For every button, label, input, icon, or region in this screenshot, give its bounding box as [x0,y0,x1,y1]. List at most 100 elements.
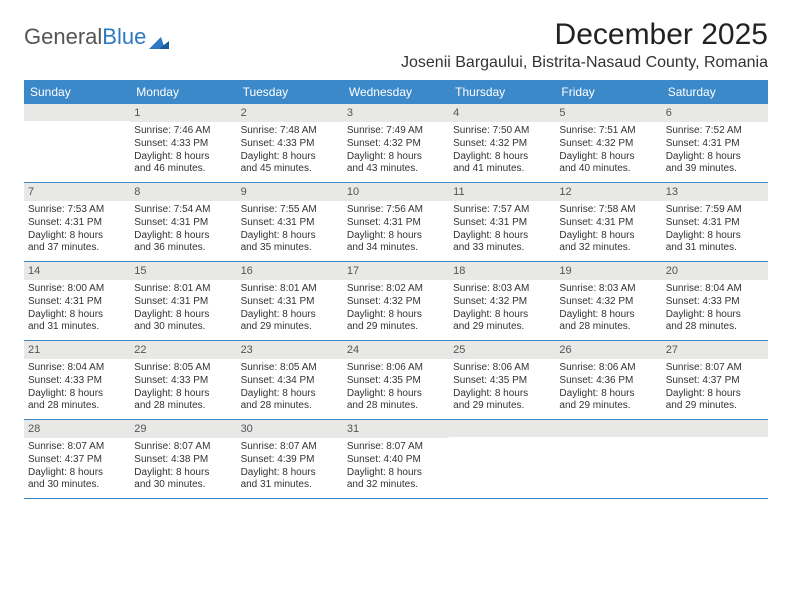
sunset-text: Sunset: 4:33 PM [134,375,232,388]
day-cell: 29Sunrise: 8:07 AMSunset: 4:38 PMDayligh… [130,420,236,498]
day-number: 29 [130,420,236,438]
sunrise-text: Sunrise: 8:01 AM [134,283,232,296]
weekday-header: Friday [555,80,661,104]
dl2-text: and 28 minutes. [241,400,339,413]
day-number: 9 [237,183,343,201]
sunset-text: Sunset: 4:39 PM [241,454,339,467]
dl2-text: and 28 minutes. [134,400,232,413]
week-row: 28Sunrise: 8:07 AMSunset: 4:37 PMDayligh… [24,420,768,499]
sunrise-text: Sunrise: 8:04 AM [666,283,764,296]
sunset-text: Sunset: 4:33 PM [134,138,232,151]
day-number: 12 [555,183,661,201]
weekday-header: Tuesday [237,80,343,104]
dl2-text: and 37 minutes. [28,242,126,255]
sunset-text: Sunset: 4:31 PM [241,217,339,230]
day-cell: 5 Sunrise: 7:51 AMSunset: 4:32 PMDaylight… [555,104,661,182]
day-cell: 3Sunrise: 7:49 AMSunset: 4:32 PMDaylight… [343,104,449,182]
day-number: 30 [237,420,343,438]
sunrise-text: Sunrise: 7:48 AM [241,125,339,138]
dl1-text: Daylight: 8 hours [347,230,445,243]
day-number: 5 [555,104,661,122]
dl1-text: Daylight: 8 hours [241,467,339,480]
sunset-text: Sunset: 4:31 PM [134,217,232,230]
day-cell: 28Sunrise: 8:07 AMSunset: 4:37 PMDayligh… [24,420,130,498]
dl1-text: Daylight: 8 hours [453,151,551,164]
dl2-text: and 29 minutes. [347,321,445,334]
dl2-text: and 39 minutes. [666,163,764,176]
day-number: 20 [662,262,768,280]
day-cell: 15Sunrise: 8:01 AMSunset: 4:31 PMDayligh… [130,262,236,340]
day-cell: 23Sunrise: 8:05 AMSunset: 4:34 PMDayligh… [237,341,343,419]
week-row: 7Sunrise: 7:53 AMSunset: 4:31 PMDaylight… [24,183,768,262]
sunrise-text: Sunrise: 7:56 AM [347,204,445,217]
dl2-text: and 36 minutes. [134,242,232,255]
sunrise-text: Sunrise: 7:46 AM [134,125,232,138]
logo-mark-icon [149,29,169,45]
day-cell: 19Sunrise: 8:03 AMSunset: 4:32 PMDayligh… [555,262,661,340]
dl1-text: Daylight: 8 hours [347,309,445,322]
dl2-text: and 45 minutes. [241,163,339,176]
sunrise-text: Sunrise: 7:58 AM [559,204,657,217]
day-cell: 12Sunrise: 7:58 AMSunset: 4:31 PMDayligh… [555,183,661,261]
day-number: 19 [555,262,661,280]
dl1-text: Daylight: 8 hours [666,309,764,322]
weekday-header: Wednesday [343,80,449,104]
day-number [555,420,661,437]
dl1-text: Daylight: 8 hours [559,388,657,401]
day-cell: 6Sunrise: 7:52 AMSunset: 4:31 PMDaylight… [662,104,768,182]
day-number: 8 [130,183,236,201]
sunset-text: Sunset: 4:32 PM [559,138,657,151]
dl2-text: and 28 minutes. [559,321,657,334]
day-number [449,420,555,437]
weekday-header-row: Sunday Monday Tuesday Wednesday Thursday… [24,80,768,104]
dl2-text: and 29 minutes. [453,400,551,413]
day-cell: 21Sunrise: 8:04 AMSunset: 4:33 PMDayligh… [24,341,130,419]
dl2-text: and 29 minutes. [559,400,657,413]
dl2-text: and 43 minutes. [347,163,445,176]
sunrise-text: Sunrise: 7:59 AM [666,204,764,217]
sunset-text: Sunset: 4:38 PM [134,454,232,467]
sunrise-text: Sunrise: 7:51 AM [559,125,657,138]
day-number: 7 [24,183,130,201]
dl1-text: Daylight: 8 hours [134,151,232,164]
sunrise-text: Sunrise: 8:01 AM [241,283,339,296]
dl2-text: and 28 minutes. [347,400,445,413]
dl1-text: Daylight: 8 hours [347,467,445,480]
day-number: 21 [24,341,130,359]
week-row: 21 Sunrise: 8:04 AM Sunset: 4:33 PM Dayligh… [24,341,768,420]
dl1-text: Daylight: 8 hours [559,151,657,164]
sunset-text: Sunset: 4:31 PM [666,138,764,151]
dl2-text: and 34 minutes. [347,242,445,255]
dl2-text: and 30 minutes. [134,479,232,492]
weekday-header: Saturday [662,80,768,104]
sunrise-text: Sunrise: 8:00 AM [28,283,126,296]
day-cell: 17Sunrise: 8:02 AMSunset: 4:32 PMDayligh… [343,262,449,340]
day-cell [662,420,768,498]
dl1-text: Daylight: 8 hours [347,388,445,401]
day-number [662,420,768,437]
day-cell: 9Sunrise: 7:55 AMSunset: 4:31 PMDaylight… [237,183,343,261]
month-title: December 2025 [401,18,768,52]
day-number: 25 [449,341,555,359]
sunset-text: Sunset: 4:40 PM [347,454,445,467]
dl1-text: Daylight: 8 hours [666,151,764,164]
dl1-text: Daylight: 8 hours [28,388,126,401]
day-cell: 31Sunrise: 8:07 AMSunset: 4:40 PMDayligh… [343,420,449,498]
sunset-text: Sunset: 4:31 PM [28,296,126,309]
sunrise-text: Sunrise: 8:05 AM [241,362,339,375]
dl2-text: and 41 minutes. [453,163,551,176]
dl1-text: Daylight: 8 hours [241,151,339,164]
day-cell: 26Sunrise: 8:06 AMSunset: 4:36 PMDayligh… [555,341,661,419]
sunset-text: Sunset: 4:31 PM [666,217,764,230]
sunrise-text: Sunrise: 8:07 AM [241,441,339,454]
sunset-text: Sunset: 4:36 PM [559,375,657,388]
day-cell: 20Sunrise: 8:04 AMSunset: 4:33 PMDayligh… [662,262,768,340]
sunrise-text: Sunrise: 8:04 AM [28,362,126,375]
sunrise-text: Sunrise: 7:57 AM [453,204,551,217]
day-cell: 10Sunrise: 7:56 AMSunset: 4:31 PMDayligh… [343,183,449,261]
dl2-text: and 33 minutes. [453,242,551,255]
day-cell: 11Sunrise: 7:57 AMSunset: 4:31 PMDayligh… [449,183,555,261]
dl2-text: and 46 minutes. [134,163,232,176]
sunrise-text: Sunrise: 7:55 AM [241,204,339,217]
sunrise-text: Sunrise: 8:06 AM [453,362,551,375]
